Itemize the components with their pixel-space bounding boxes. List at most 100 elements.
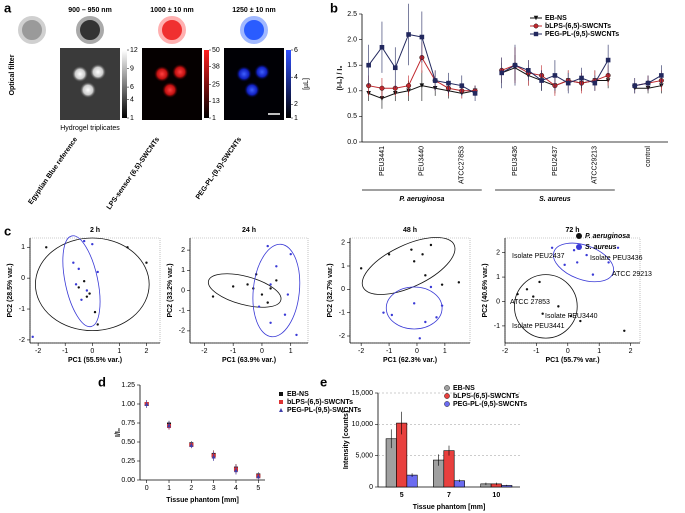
point xyxy=(275,279,278,282)
panel-a-art xyxy=(18,16,291,120)
legend-marker xyxy=(279,408,283,412)
row-label: PEG-PL-(9,5)-SWCNTs xyxy=(195,136,243,201)
legend-label: S. aureus xyxy=(585,244,617,251)
panel-label: a xyxy=(4,0,12,15)
x-tick-label: 3 xyxy=(212,485,216,492)
point xyxy=(257,305,261,308)
point xyxy=(499,70,504,76)
y-tick-label: 0 xyxy=(369,484,373,491)
point xyxy=(269,287,272,290)
x-axis-title: PC1 (55.5% var.) xyxy=(68,357,122,364)
x-axis-title: PC1 (63.9% var.) xyxy=(222,357,276,364)
y-axis-title: PC2 (32.7% var.) xyxy=(327,263,334,317)
point xyxy=(233,468,238,473)
y-tick-label: 0 xyxy=(496,298,500,305)
x-tick-label: -2 xyxy=(358,348,364,355)
y-tick-label: 1 xyxy=(21,244,25,251)
point xyxy=(541,312,544,315)
point xyxy=(256,474,261,479)
y-tick-label: 10,000 xyxy=(352,421,374,428)
point xyxy=(410,248,413,251)
y-tick-label: 1.0 xyxy=(347,88,357,95)
x-tick-label: 4 xyxy=(234,485,238,492)
legend-label: EB-NS xyxy=(545,15,567,22)
x-tick-label: -2 xyxy=(35,348,41,355)
colorbar-label: 4 xyxy=(130,96,134,103)
bar xyxy=(443,450,455,488)
panel-label: d xyxy=(98,374,106,389)
group-label: P. aeruginosa xyxy=(399,196,444,203)
point xyxy=(77,267,80,271)
point xyxy=(91,242,94,246)
x-tick-label: -1 xyxy=(62,348,68,355)
y-tick-label: 2 xyxy=(181,247,185,254)
point xyxy=(382,311,385,314)
y-tick-label: 2 xyxy=(496,249,500,256)
point xyxy=(419,83,425,88)
chart-title: 72 h xyxy=(565,227,579,234)
y-tick-label: 0 xyxy=(21,275,25,282)
x-tick-label: -2 xyxy=(201,348,207,355)
panel-label: c xyxy=(4,223,11,238)
legend-label: PEG-PL-(9,5)-SWCNTs xyxy=(453,401,527,408)
point xyxy=(392,65,398,71)
confidence-ellipse xyxy=(361,237,456,295)
point xyxy=(412,302,416,305)
annotation: Isolate PEU3436 xyxy=(590,255,643,262)
point xyxy=(406,32,411,37)
point xyxy=(96,270,99,274)
legend-label: bLPS-(6,5)-SWCNTs xyxy=(453,393,519,400)
colorbar-unit: [µL] xyxy=(303,78,310,90)
point xyxy=(167,423,172,428)
group-label: S. aureus xyxy=(539,196,571,203)
point xyxy=(432,78,438,83)
x-tick-label: PEU3440 xyxy=(419,146,426,176)
colorbar-label: 12 xyxy=(130,47,138,54)
x-tick-label: PEU3436 xyxy=(512,146,519,176)
legend-label: PEG-PL-(9,5)-SWCNTs xyxy=(545,31,619,38)
y-tick-label: -2 xyxy=(339,333,345,340)
legend-label: EB-NS xyxy=(287,391,309,398)
confidence-ellipse xyxy=(62,235,101,328)
point xyxy=(269,321,272,325)
x-tick-label: PEU3441 xyxy=(379,146,386,176)
y-tick-label: 1 xyxy=(496,274,500,281)
point xyxy=(525,288,529,291)
y-tick-label: -1 xyxy=(179,308,185,315)
y-tick-label: -2 xyxy=(179,328,185,335)
y-tick-label: 0.25 xyxy=(121,458,135,465)
chart-title: 48 h xyxy=(403,227,417,234)
x-tick-label: PEU2437 xyxy=(552,146,559,176)
colorbar-label: 1 xyxy=(212,115,216,122)
point xyxy=(266,244,269,248)
point xyxy=(85,289,89,292)
point xyxy=(231,285,235,288)
point xyxy=(379,85,385,91)
point xyxy=(126,246,129,249)
point xyxy=(472,91,478,96)
side-label: Optical filter xyxy=(9,54,16,95)
point xyxy=(260,293,264,296)
row-label: LPS-sensor (6,5)-SWCNTs xyxy=(106,136,161,211)
filter-label: 1250 ± 10 nm xyxy=(232,7,276,14)
point xyxy=(295,333,298,337)
colorbar-label: 4 xyxy=(294,74,298,81)
colorbar-label: 25 xyxy=(212,82,220,89)
panel-label: e xyxy=(320,374,327,389)
point xyxy=(275,265,278,268)
point xyxy=(440,304,444,307)
x-tick-label: 0 xyxy=(415,348,419,355)
legend-label: PEG-PL-(9,5)-SWCNTs xyxy=(287,407,361,414)
colorbar-label: 38 xyxy=(212,63,220,70)
point xyxy=(563,263,566,267)
colorbar-label: 50 xyxy=(212,47,220,54)
y-tick-label: 0.0 xyxy=(347,139,357,146)
point xyxy=(516,292,519,296)
confidence-ellipse xyxy=(514,274,578,339)
point xyxy=(45,246,48,249)
point xyxy=(550,246,554,249)
point xyxy=(572,249,576,252)
x-tick-label: -2 xyxy=(502,348,508,355)
point xyxy=(390,313,394,317)
